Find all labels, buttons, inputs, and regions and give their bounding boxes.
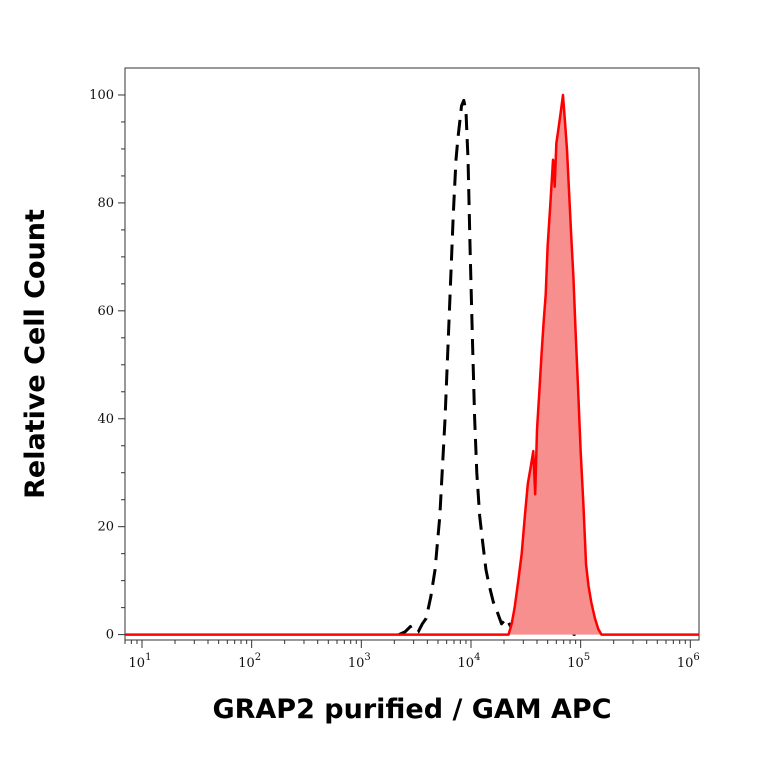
x-axis-title: GRAP2 purified / GAM APC bbox=[212, 694, 611, 725]
y-tick-label: 80 bbox=[97, 196, 114, 211]
y-axis-title: Relative Cell Count bbox=[20, 209, 51, 499]
x-tick-label: 106 bbox=[677, 652, 700, 671]
y-tick-label: 0 bbox=[106, 628, 114, 643]
x-tick-label: 101 bbox=[129, 652, 152, 671]
series-1-line bbox=[125, 93, 699, 636]
y-axis-ticks: 0 20 40 60 80 100 bbox=[89, 88, 125, 643]
y-tick-label: 20 bbox=[97, 520, 114, 535]
y-tick-label: 60 bbox=[97, 304, 114, 319]
x-tick-label: 103 bbox=[348, 652, 371, 671]
y-tick-label: 40 bbox=[97, 412, 114, 427]
x-tick-label: 104 bbox=[458, 652, 481, 671]
x-axis-ticks: 101 102 103 104 105 106 bbox=[124, 640, 700, 671]
series-layer bbox=[125, 93, 699, 637]
x-tick-label: 105 bbox=[567, 652, 590, 671]
y-tick-label: 100 bbox=[89, 88, 114, 103]
x-tick-label: 102 bbox=[238, 652, 261, 671]
plot-area bbox=[124, 67, 700, 641]
series-1-area bbox=[503, 94, 606, 635]
